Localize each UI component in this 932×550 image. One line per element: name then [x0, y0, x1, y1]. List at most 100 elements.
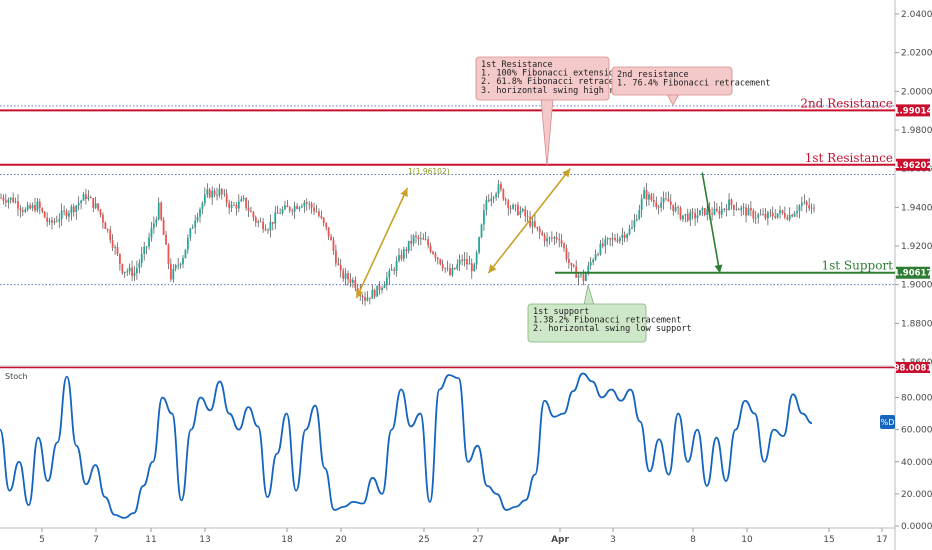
- candle-body: [793, 213, 796, 217]
- candle-body: [17, 201, 19, 209]
- level-price-tag: [896, 266, 930, 279]
- candle-body: [417, 237, 420, 240]
- candle-body: [398, 255, 400, 261]
- candle-body: [218, 189, 221, 196]
- candle-body: [594, 254, 597, 260]
- price-tick-label: 2.04000: [901, 10, 932, 20]
- candle-body: [235, 205, 238, 209]
- candle-body: [429, 245, 432, 252]
- candle-body: [36, 201, 39, 211]
- candle-body: [9, 197, 12, 200]
- candle-body: [393, 269, 396, 271]
- candle-body: [138, 263, 141, 269]
- candle-body: [31, 205, 34, 209]
- candle-body: [461, 259, 464, 261]
- candle-body: [703, 208, 706, 216]
- candle-body: [747, 208, 750, 216]
- time-tick-label: 8: [690, 535, 696, 545]
- candle-body: [589, 262, 592, 266]
- candle-body: [500, 184, 502, 190]
- candle-body: [546, 238, 548, 242]
- candle-body: [422, 238, 425, 240]
- candle-body: [718, 210, 721, 215]
- candle-body: [19, 208, 22, 211]
- candle-body: [485, 199, 488, 211]
- candle-body: [2, 197, 5, 201]
- candle-body: [774, 215, 777, 218]
- candle-body: [725, 208, 728, 211]
- candle-body: [453, 267, 456, 269]
- candle-body: [686, 213, 689, 221]
- arrow-line: [701, 172, 721, 274]
- stoch-legend-text: %D: [881, 418, 895, 427]
- callout-text: 1st support: [533, 307, 589, 317]
- candle-body: [82, 194, 85, 201]
- candle-body: [237, 201, 240, 209]
- candle-body: [267, 230, 269, 232]
- candle-body: [167, 244, 170, 265]
- candle-body: [565, 248, 568, 260]
- level-price-tag-text: 1.90617: [894, 269, 932, 279]
- candle-body: [228, 202, 231, 208]
- candle-body: [800, 202, 803, 206]
- candle-body: [186, 237, 189, 250]
- candle-body: [677, 207, 679, 208]
- candle-body: [65, 211, 68, 217]
- callout-box: [611, 66, 733, 96]
- candle-body: [529, 216, 531, 227]
- candle-body: [160, 202, 163, 220]
- candle-body: [109, 229, 112, 241]
- candle-body: [694, 213, 696, 219]
- stoch-tick-label: 80.0000: [901, 394, 932, 404]
- candle-body: [284, 205, 286, 210]
- candle-body: [143, 246, 146, 255]
- price-tick-label: 1.88000: [901, 319, 932, 329]
- candle-body: [97, 203, 99, 210]
- candle-body: [645, 190, 648, 200]
- candle-body: [706, 208, 709, 216]
- time-tick-label: 3: [610, 535, 616, 545]
- candle-body: [577, 275, 580, 278]
- candle-body: [584, 273, 587, 281]
- candle-body: [410, 240, 413, 244]
- candle-body: [405, 249, 408, 252]
- candle-body: [788, 214, 791, 220]
- arrow-head: [356, 289, 364, 299]
- candle-body: [451, 267, 454, 275]
- candle-body: [43, 211, 46, 218]
- price-tick-label: 1.90000: [901, 281, 932, 291]
- candle-body: [320, 215, 323, 218]
- stoch-tick-label: 20.0000: [901, 490, 932, 500]
- trend-arrows: [355, 168, 723, 299]
- candle-body: [242, 197, 245, 200]
- candle-body: [264, 229, 267, 231]
- candle-body: [305, 202, 308, 204]
- candle-body: [250, 210, 252, 213]
- time-tick-label: 11: [145, 535, 156, 545]
- candle-body: [638, 210, 641, 220]
- callout-text: 2. horizontal swing low support: [533, 324, 692, 334]
- candle-body: [240, 199, 243, 202]
- price-tick-label: 1.94000: [901, 203, 932, 213]
- candle-body: [434, 253, 437, 258]
- candle-body: [259, 221, 262, 223]
- candle-body: [26, 205, 29, 210]
- time-tick-label: 18: [281, 535, 293, 545]
- candle-body: [102, 214, 104, 223]
- candle-body: [75, 205, 78, 213]
- candle-body: [257, 221, 260, 223]
- candle-body: [650, 194, 653, 200]
- candle-body: [558, 239, 561, 241]
- candle-body: [177, 264, 180, 266]
- candle-body: [116, 247, 119, 254]
- candle-body: [94, 203, 97, 208]
- candle-body: [298, 207, 301, 209]
- candle-body: [783, 213, 786, 218]
- candle-body: [58, 219, 61, 222]
- candle-body: [495, 193, 497, 198]
- candle-body: [492, 197, 495, 199]
- candle-body: [162, 219, 165, 235]
- candle-body: [716, 208, 718, 211]
- candle-body: [145, 246, 148, 248]
- candle-body: [439, 259, 442, 265]
